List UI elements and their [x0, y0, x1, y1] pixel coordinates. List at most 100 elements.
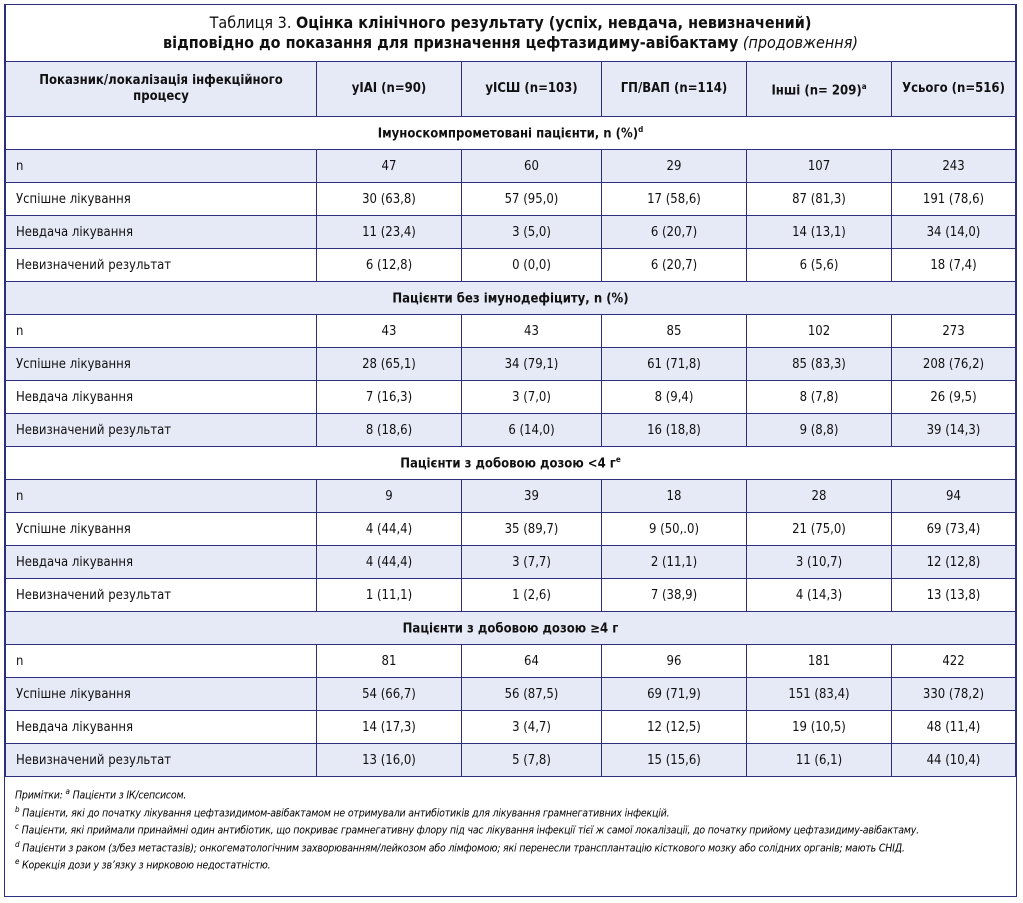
- header-row: Показник/локалізація інфекційного процес…: [5, 61, 1016, 117]
- note: b Пацієнти, які до початку лікування цеф…: [15, 804, 670, 820]
- cell-value: 39 (14,3): [891, 413, 1016, 447]
- header-indicator: Показник/локалізація інфекційного процес…: [5, 61, 317, 117]
- cell-value: 56 (87,5): [461, 677, 602, 711]
- row-label: Невдача лікування: [5, 215, 317, 249]
- table-row: Невдача лікування 14 (17,3) 3 (4,7) 12 (12,…: [5, 710, 1016, 744]
- section-title: Пацієнти з добовою дозою <4 гe: [5, 446, 1016, 480]
- cell-value: 44 (10,4): [891, 743, 1016, 777]
- table-row: Успішне лікування 4 (44,4) 35 (89,7) 9 (50,…: [5, 512, 1016, 546]
- section-row: Пацієнти з добовою дозою ≥4 г: [5, 611, 1016, 645]
- table-row: Успішне лікування 30 (63,8) 57 (95,0) 17 (5…: [5, 182, 1016, 216]
- section-row: Пацієнти без імунодефіциту, n (%): [5, 281, 1016, 315]
- cell-value: 11 (6,1): [746, 743, 892, 777]
- section-title: Пацієнти без імунодефіциту, n (%): [5, 281, 1016, 315]
- row-label: Невизначений результат: [5, 413, 317, 447]
- cell-value: 7 (16,3): [316, 380, 462, 414]
- cell-value: 85: [601, 314, 747, 348]
- cell-value: 26 (9,5): [891, 380, 1016, 414]
- cell-value: 5 (7,8): [461, 743, 602, 777]
- row-label: n: [5, 149, 317, 183]
- cell-value: 16 (18,8): [601, 413, 747, 447]
- cell-value: 47: [316, 149, 462, 183]
- cell-value: 3 (5,0): [461, 215, 602, 249]
- cell-value: 0 (0,0): [461, 248, 602, 282]
- cell-value: 3 (7,0): [461, 380, 602, 414]
- cell-value: 43: [461, 314, 602, 348]
- header-col: Усього (n=516): [891, 61, 1016, 117]
- cell-value: 7 (38,9): [601, 578, 747, 612]
- cell-value: 19 (10,5): [746, 710, 892, 744]
- row-label: Успішне лікування: [5, 182, 317, 216]
- cell-value: 54 (66,7): [316, 677, 462, 711]
- cell-value: 4 (44,4): [316, 512, 462, 546]
- cell-value: 6 (20,7): [601, 248, 747, 282]
- cell-value: 81: [316, 644, 462, 678]
- cell-value: 28: [746, 479, 892, 513]
- row-label: Успішне лікування: [5, 677, 317, 711]
- table-row: Невдача лікування 4 (44,4) 3 (7,7) 2 (11,1)…: [5, 545, 1016, 579]
- header-col: уІСШ (n=103): [461, 61, 602, 117]
- cell-value: 191 (78,6): [891, 182, 1016, 216]
- table-notes: Примітки: a Пацієнти з ІК/сепсисом. b Пац…: [5, 777, 1016, 881]
- cell-value: 273: [891, 314, 1016, 348]
- cell-value: 2 (11,1): [601, 545, 747, 579]
- row-label: Невдача лікування: [5, 710, 317, 744]
- cell-value: 34 (79,1): [461, 347, 602, 381]
- note: e Корекція дози у зв’язку з нирковою нед…: [15, 857, 271, 872]
- cell-value: 151 (83,4): [746, 677, 892, 711]
- row-label: Успішне лікування: [5, 347, 317, 381]
- table-row: n 47 60 29 107 243: [5, 149, 1016, 183]
- cell-value: 28 (65,1): [316, 347, 462, 381]
- cell-value: 18: [601, 479, 747, 513]
- cell-value: 9: [316, 479, 462, 513]
- cell-value: 3 (7,7): [461, 545, 602, 579]
- table-row: Невдача лікування 11 (23,4) 3 (5,0) 6 (20,7…: [5, 215, 1016, 249]
- cell-value: 61 (71,8): [601, 347, 747, 381]
- cell-value: 12 (12,8): [891, 545, 1016, 579]
- row-label: n: [5, 479, 317, 513]
- header-col: уІАІ (n=90): [316, 61, 462, 117]
- section-row: Імуноскомпрометовані пацієнти, n (%)d: [5, 116, 1016, 150]
- cell-value: 181: [746, 644, 892, 678]
- cell-value: 11 (23,4): [316, 215, 462, 249]
- table-row: n 9 39 18 28 94: [5, 479, 1016, 513]
- cell-value: 14 (17,3): [316, 710, 462, 744]
- cell-value: 18 (7,4): [891, 248, 1016, 282]
- cell-value: 8 (18,6): [316, 413, 462, 447]
- row-label: n: [5, 644, 317, 678]
- table-title: Таблиця 3. Оцінка клінічного результату …: [5, 5, 1016, 62]
- row-label: Невизначений результат: [5, 578, 317, 612]
- cell-value: 1 (2,6): [461, 578, 602, 612]
- cell-value: 14 (13,1): [746, 215, 892, 249]
- cell-value: 6 (14,0): [461, 413, 602, 447]
- cell-value: 94: [891, 479, 1016, 513]
- table-row: n 43 43 85 102 273: [5, 314, 1016, 348]
- cell-value: 29: [601, 149, 747, 183]
- cell-value: 64: [461, 644, 602, 678]
- section-title: Імуноскомпрометовані пацієнти, n (%)d: [5, 116, 1016, 150]
- cell-value: 30 (63,8): [316, 182, 462, 216]
- table-row: Невизначений результат 1 (11,1) 1 (2,6) 7 (…: [5, 578, 1016, 612]
- header-col: ГП/ВАП (n=114): [601, 61, 747, 117]
- row-label: Невизначений результат: [5, 248, 317, 282]
- table-row: Успішне лікування 54 (66,7) 56 (87,5) 69 (7…: [5, 677, 1016, 711]
- row-label: Успішне лікування: [5, 512, 317, 546]
- cell-value: 8 (9,4): [601, 380, 747, 414]
- table-row: Невизначений результат 13 (16,0) 5 (7,8) 15…: [5, 743, 1016, 777]
- table-row: Невизначений результат 8 (18,6) 6 (14,0) 16…: [5, 413, 1016, 447]
- cell-value: 9 (8,8): [746, 413, 892, 447]
- cell-value: 3 (10,7): [746, 545, 892, 579]
- cell-value: 4 (44,4): [316, 545, 462, 579]
- note: Примітки: a Пацієнти з ІК/сепсисом.: [15, 787, 187, 802]
- cell-value: 9 (50,.0): [601, 512, 747, 546]
- table-row: Невизначений результат 6 (12,8) 0 (0,0) 6 (…: [5, 248, 1016, 282]
- cell-value: 243: [891, 149, 1016, 183]
- cell-value: 60: [461, 149, 602, 183]
- cell-value: 208 (76,2): [891, 347, 1016, 381]
- note: d Пацієнти з раком (з/без метастазів); о…: [15, 839, 905, 855]
- table-row: Невдача лікування 7 (16,3) 3 (7,0) 8 (9,4) 8…: [5, 380, 1016, 414]
- cell-value: 21 (75,0): [746, 512, 892, 546]
- table-container: Таблиця 3. Оцінка клінічного результату …: [4, 4, 1017, 897]
- cell-value: 35 (89,7): [461, 512, 602, 546]
- row-label: Невдача лікування: [5, 545, 317, 579]
